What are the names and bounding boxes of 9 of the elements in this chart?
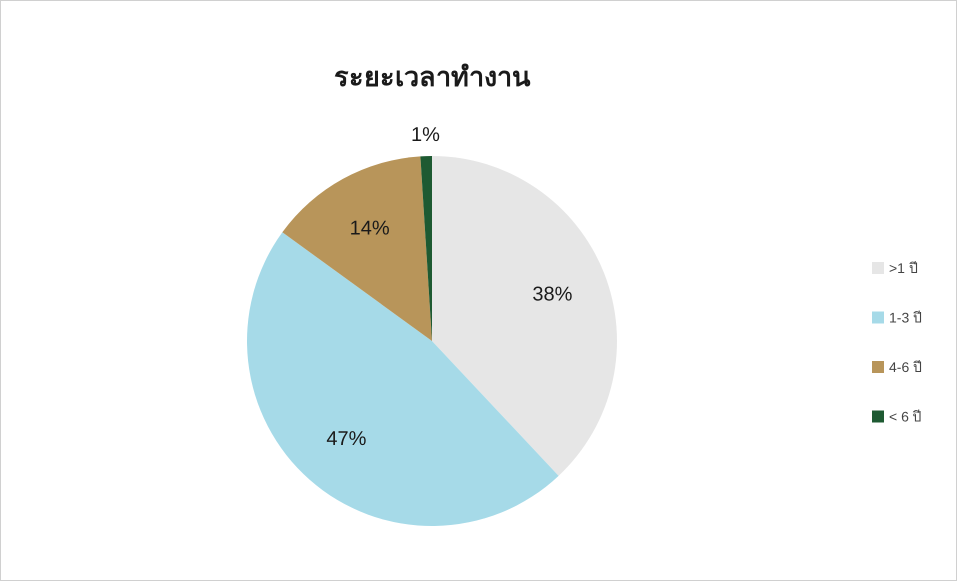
data-label: 47% [326, 428, 367, 450]
legend-label: >1 ปี [889, 260, 918, 276]
legend-label: 1-3 ปี [889, 310, 922, 326]
data-label: 1% [411, 124, 440, 146]
legend-label: 4-6 ปี [889, 359, 922, 375]
data-label: 14% [350, 218, 390, 240]
legend-label: < 6 ปี [889, 408, 922, 424]
data-label: 38% [532, 283, 573, 306]
chart-title: ระยะเวลาทำงาน [334, 62, 531, 92]
